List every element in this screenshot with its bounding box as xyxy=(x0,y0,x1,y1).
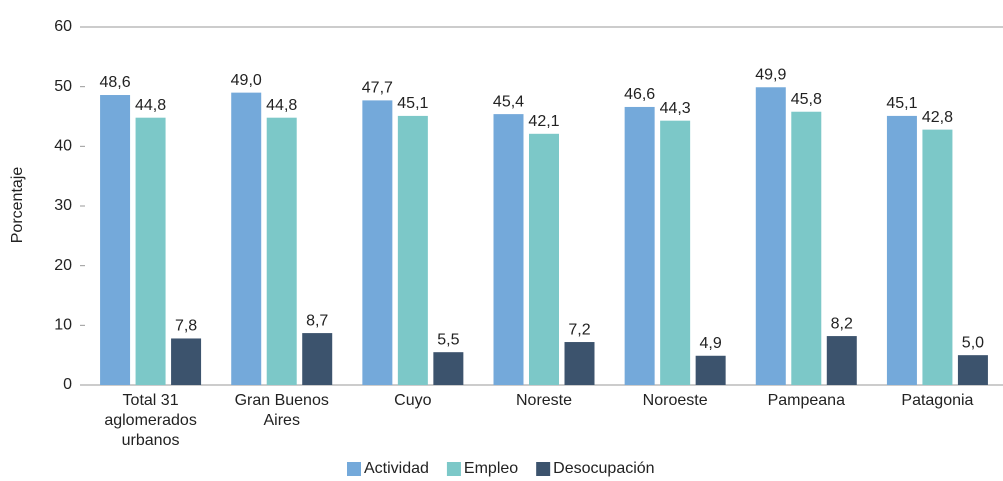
bar xyxy=(624,106,655,385)
x-tick-label: Total 31 aglomerados urbanos xyxy=(104,392,197,449)
data-label: 5,5 xyxy=(437,331,459,348)
data-label: 7,8 xyxy=(175,318,197,335)
data-label: 4,9 xyxy=(700,335,722,352)
bar xyxy=(660,120,691,385)
bar xyxy=(755,87,786,385)
bar xyxy=(433,352,464,385)
bar xyxy=(564,342,595,385)
bar xyxy=(171,338,202,385)
data-label: 45,1 xyxy=(886,95,917,112)
data-label: 49,0 xyxy=(231,72,262,89)
bar xyxy=(266,117,297,386)
data-label: 8,2 xyxy=(831,315,853,332)
bar xyxy=(529,133,559,385)
y-tick-label: 10 xyxy=(54,317,72,334)
bar xyxy=(791,111,822,385)
data-label: 44,8 xyxy=(266,97,297,114)
bar xyxy=(100,95,131,386)
data-label: 42,8 xyxy=(922,109,953,126)
bar xyxy=(231,92,262,385)
x-tick-label: Noroeste xyxy=(643,392,708,409)
y-tick-label: 30 xyxy=(54,197,72,214)
y-tick-label: 50 xyxy=(54,78,72,95)
legend-swatch xyxy=(446,462,461,476)
bar xyxy=(957,355,988,385)
data-label: 7,2 xyxy=(568,321,590,338)
bar xyxy=(397,115,428,386)
y-tick-label: 0 xyxy=(63,376,72,393)
bar xyxy=(362,100,393,385)
data-label: 5,0 xyxy=(962,334,984,351)
data-label: 47,7 xyxy=(362,80,393,97)
legend-label: Desocupación xyxy=(553,460,654,477)
y-tick-label: 60 xyxy=(54,18,72,35)
data-label: 42,1 xyxy=(528,113,559,130)
y-axis-label: Porcentaje xyxy=(9,167,26,244)
bar xyxy=(302,333,333,385)
bar xyxy=(135,117,166,386)
x-tick-label: Cuyo xyxy=(394,392,431,409)
bar xyxy=(922,129,953,385)
legend-label: Empleo xyxy=(464,460,518,477)
data-label: 49,9 xyxy=(755,66,786,83)
x-tick-label: Noreste xyxy=(516,392,572,409)
data-label: 45,1 xyxy=(397,95,428,112)
legend-swatch xyxy=(347,462,361,476)
x-tick-label: Pampeana xyxy=(768,392,845,409)
y-tick-label: 20 xyxy=(54,257,72,274)
bar xyxy=(493,114,524,385)
bar xyxy=(695,355,726,385)
data-label: 8,7 xyxy=(306,312,328,329)
x-tick-label: Gran Buenos Aires xyxy=(235,392,329,429)
legend-swatch xyxy=(536,462,551,476)
data-label: 45,8 xyxy=(791,91,822,108)
legend-label: Actividad xyxy=(364,460,429,477)
data-label: 44,8 xyxy=(135,97,166,114)
bar xyxy=(826,336,857,385)
data-label: 48,6 xyxy=(100,74,131,91)
data-label: 45,4 xyxy=(493,93,524,110)
bar xyxy=(886,115,917,386)
y-tick-label: 40 xyxy=(54,138,72,155)
data-label: 46,6 xyxy=(624,86,655,103)
x-tick-label: Patagonia xyxy=(901,392,973,409)
data-label: 44,3 xyxy=(660,100,691,117)
